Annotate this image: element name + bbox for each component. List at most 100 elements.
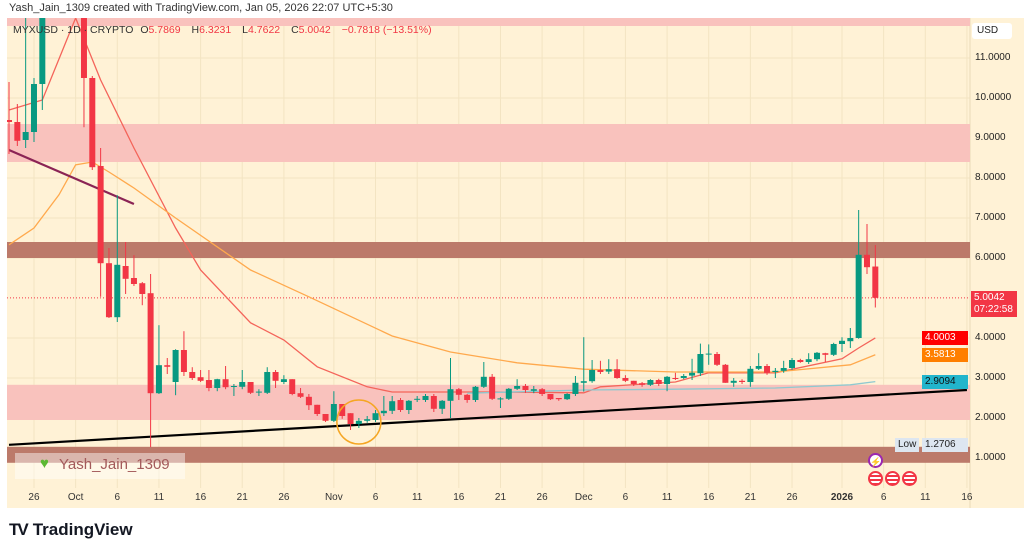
price-tick-label: 6.0000	[975, 252, 1006, 263]
time-tick-label: 16	[961, 492, 973, 503]
lightning-event-icon[interactable]: ⚡	[868, 453, 883, 468]
change-value: −0.7818 (−13.51%)	[341, 24, 432, 36]
us-flag-event-icon[interactable]	[902, 471, 917, 486]
candle-body	[264, 372, 271, 393]
candle-body	[697, 354, 704, 374]
candle	[614, 359, 621, 379]
candle	[214, 378, 221, 392]
candle-body	[405, 400, 412, 410]
candle	[264, 367, 271, 394]
candle-body	[730, 380, 737, 383]
price-tick-label: 10.0000	[975, 92, 1012, 103]
candle-body	[297, 393, 304, 397]
price-tick-label: 1.0000	[975, 452, 1006, 463]
candle	[105, 248, 112, 318]
candle-body	[397, 400, 404, 410]
candle	[139, 282, 146, 306]
candle-body	[614, 369, 621, 378]
candle	[780, 360, 787, 373]
candle	[647, 379, 654, 386]
candle-body	[530, 389, 537, 391]
candle-body	[380, 410, 387, 414]
candle	[689, 358, 696, 380]
candle	[455, 388, 462, 400]
time-tick-label: 6	[880, 492, 887, 503]
candle-body	[97, 166, 104, 264]
candle	[80, 18, 87, 128]
candle-body	[622, 378, 629, 381]
candle	[605, 359, 612, 374]
candle	[764, 364, 771, 375]
symbol-legend: MYXUSD · 1D · CRYPTO O5.7869 H6.3231 L4.…	[13, 24, 436, 36]
candle-body	[372, 413, 379, 420]
candle-body	[39, 18, 46, 84]
last-price-label: 5.0042 07:22:58	[971, 290, 1017, 317]
candle	[255, 389, 262, 396]
symbol-info[interactable]: MYXUSD · 1D · CRYPTO	[13, 24, 134, 36]
chart-area[interactable]	[7, 18, 1024, 508]
candle	[272, 370, 279, 388]
plot-area	[7, 18, 970, 463]
candle-body	[572, 382, 579, 394]
candle-body	[80, 18, 87, 78]
candle	[863, 224, 870, 274]
candle-body	[630, 380, 637, 384]
zone-rectangle	[7, 446, 970, 463]
candle-body	[830, 344, 837, 355]
candle	[472, 386, 479, 402]
candle-body	[789, 360, 796, 368]
time-tick-label: Oct	[67, 492, 84, 503]
candle	[739, 379, 746, 384]
candle	[397, 398, 404, 412]
candle-body	[455, 389, 462, 395]
time-tick-label: 11	[153, 492, 165, 503]
candle	[305, 394, 312, 410]
candle	[555, 398, 562, 401]
candle	[297, 388, 304, 398]
candle	[655, 378, 662, 386]
candle-body	[189, 372, 196, 378]
candle	[789, 358, 796, 370]
candle-body	[30, 84, 37, 132]
time-tick-label: 16	[453, 492, 465, 503]
trendline	[8, 388, 968, 446]
us-flag-event-icon[interactable]	[885, 471, 900, 486]
price-tick-label: 7.0000	[975, 212, 1006, 223]
us-flag-event-icon[interactable]	[868, 471, 883, 486]
candle-body	[505, 388, 512, 399]
ma-red-price-label: 4.0003	[922, 330, 968, 345]
candle-body	[89, 78, 96, 168]
candle	[39, 18, 46, 110]
candle-body	[464, 394, 471, 400]
candle-body	[322, 414, 329, 421]
close-label: C	[291, 24, 299, 36]
time-tick-label: 11	[661, 492, 673, 503]
candle	[439, 400, 446, 414]
candle	[697, 343, 704, 376]
candle-body	[705, 353, 712, 355]
time-tick-label: 26	[28, 492, 40, 503]
high-value: 6.3231	[199, 24, 232, 36]
low-value: 4.7622	[248, 24, 281, 36]
heart-icon: ♥	[40, 455, 49, 472]
candle	[522, 384, 529, 393]
candle	[380, 396, 387, 416]
candle-body	[605, 369, 612, 372]
candle	[589, 360, 596, 383]
candle	[180, 331, 187, 376]
tradingview-footer[interactable]: TV TradingView	[9, 520, 133, 540]
candle-body	[522, 386, 529, 390]
candle	[480, 362, 487, 388]
candle-body	[155, 365, 162, 394]
open-label: O	[140, 24, 149, 36]
candle	[7, 82, 12, 154]
candle-body	[422, 396, 429, 400]
currency-button[interactable]: USD	[972, 23, 1012, 39]
candle-body	[222, 379, 229, 388]
candle	[405, 400, 412, 414]
author-watermark: ♥ Yash_Jain_1309	[15, 453, 185, 479]
time-tick-label: 26	[786, 492, 798, 503]
candle-body	[814, 352, 821, 360]
open-value: 5.7869	[148, 24, 181, 36]
